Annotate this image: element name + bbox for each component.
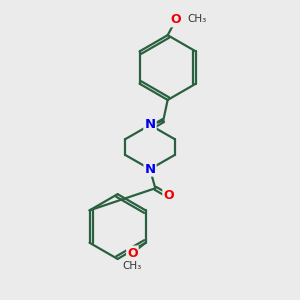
Text: O: O (145, 122, 155, 135)
Text: O: O (127, 247, 138, 260)
Text: O: O (163, 189, 174, 203)
Text: N: N (144, 163, 156, 176)
Text: O: O (171, 14, 181, 26)
Text: CH₃: CH₃ (187, 14, 206, 24)
Text: N: N (144, 118, 156, 131)
Text: CH₃: CH₃ (123, 261, 142, 271)
